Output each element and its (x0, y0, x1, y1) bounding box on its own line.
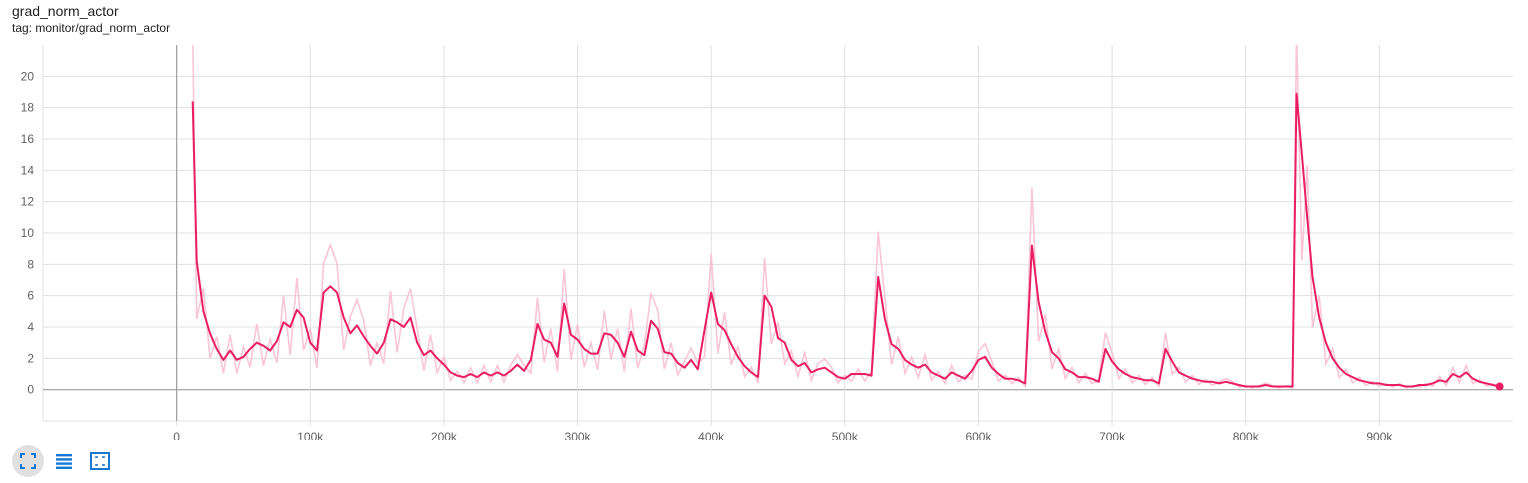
x-tick-label: 200k (431, 430, 458, 440)
series-end-marker[interactable] (1495, 382, 1504, 391)
y-tick-label: 0 (27, 383, 34, 397)
x-tick-label: 0 (173, 430, 180, 440)
x-tick-label: 600k (965, 430, 992, 440)
x-tick-label: 900k (1366, 430, 1393, 440)
x-tick-label: 100k (297, 430, 324, 440)
y-tick-label: 18 (21, 101, 35, 115)
line-chart[interactable]: 0 2 4 6 8 10 12 14 16 18 20 0 100k 200k 300k 400k 500k 60… (0, 0, 1528, 440)
data-table-button[interactable] (48, 445, 80, 477)
raw-series-line (192, 45, 1501, 390)
x-tick-label: 500k (832, 430, 859, 440)
y-tick-label: 16 (21, 132, 35, 146)
y-tick-label: 6 (27, 289, 34, 303)
y-tick-label: 4 (27, 320, 34, 334)
smoothed-series-line[interactable] (191, 92, 1500, 388)
chart-toolbar (12, 444, 116, 478)
fullscreen-button[interactable] (12, 445, 44, 477)
y-tick-label: 2 (27, 351, 34, 365)
x-tick-label: 700k (1099, 430, 1126, 440)
y-tick-label: 12 (21, 195, 35, 209)
x-tick-label: 400k (698, 430, 725, 440)
y-tick-label: 20 (21, 69, 35, 83)
data-table-icon (56, 454, 72, 469)
x-tick-label: 800k (1233, 430, 1260, 440)
x-tick-label: 300k (565, 430, 592, 440)
fit-domain-icon (90, 452, 110, 470)
y-tick-label: 14 (21, 163, 35, 177)
fit-domain-button[interactable] (84, 445, 116, 477)
chart-tag: tag: monitor/grad_norm_actor (12, 21, 171, 35)
y-tick-label: 10 (21, 226, 35, 240)
fullscreen-icon (20, 453, 36, 469)
y-tick-label: 8 (27, 257, 34, 271)
chart-title: grad_norm_actor (12, 3, 119, 19)
